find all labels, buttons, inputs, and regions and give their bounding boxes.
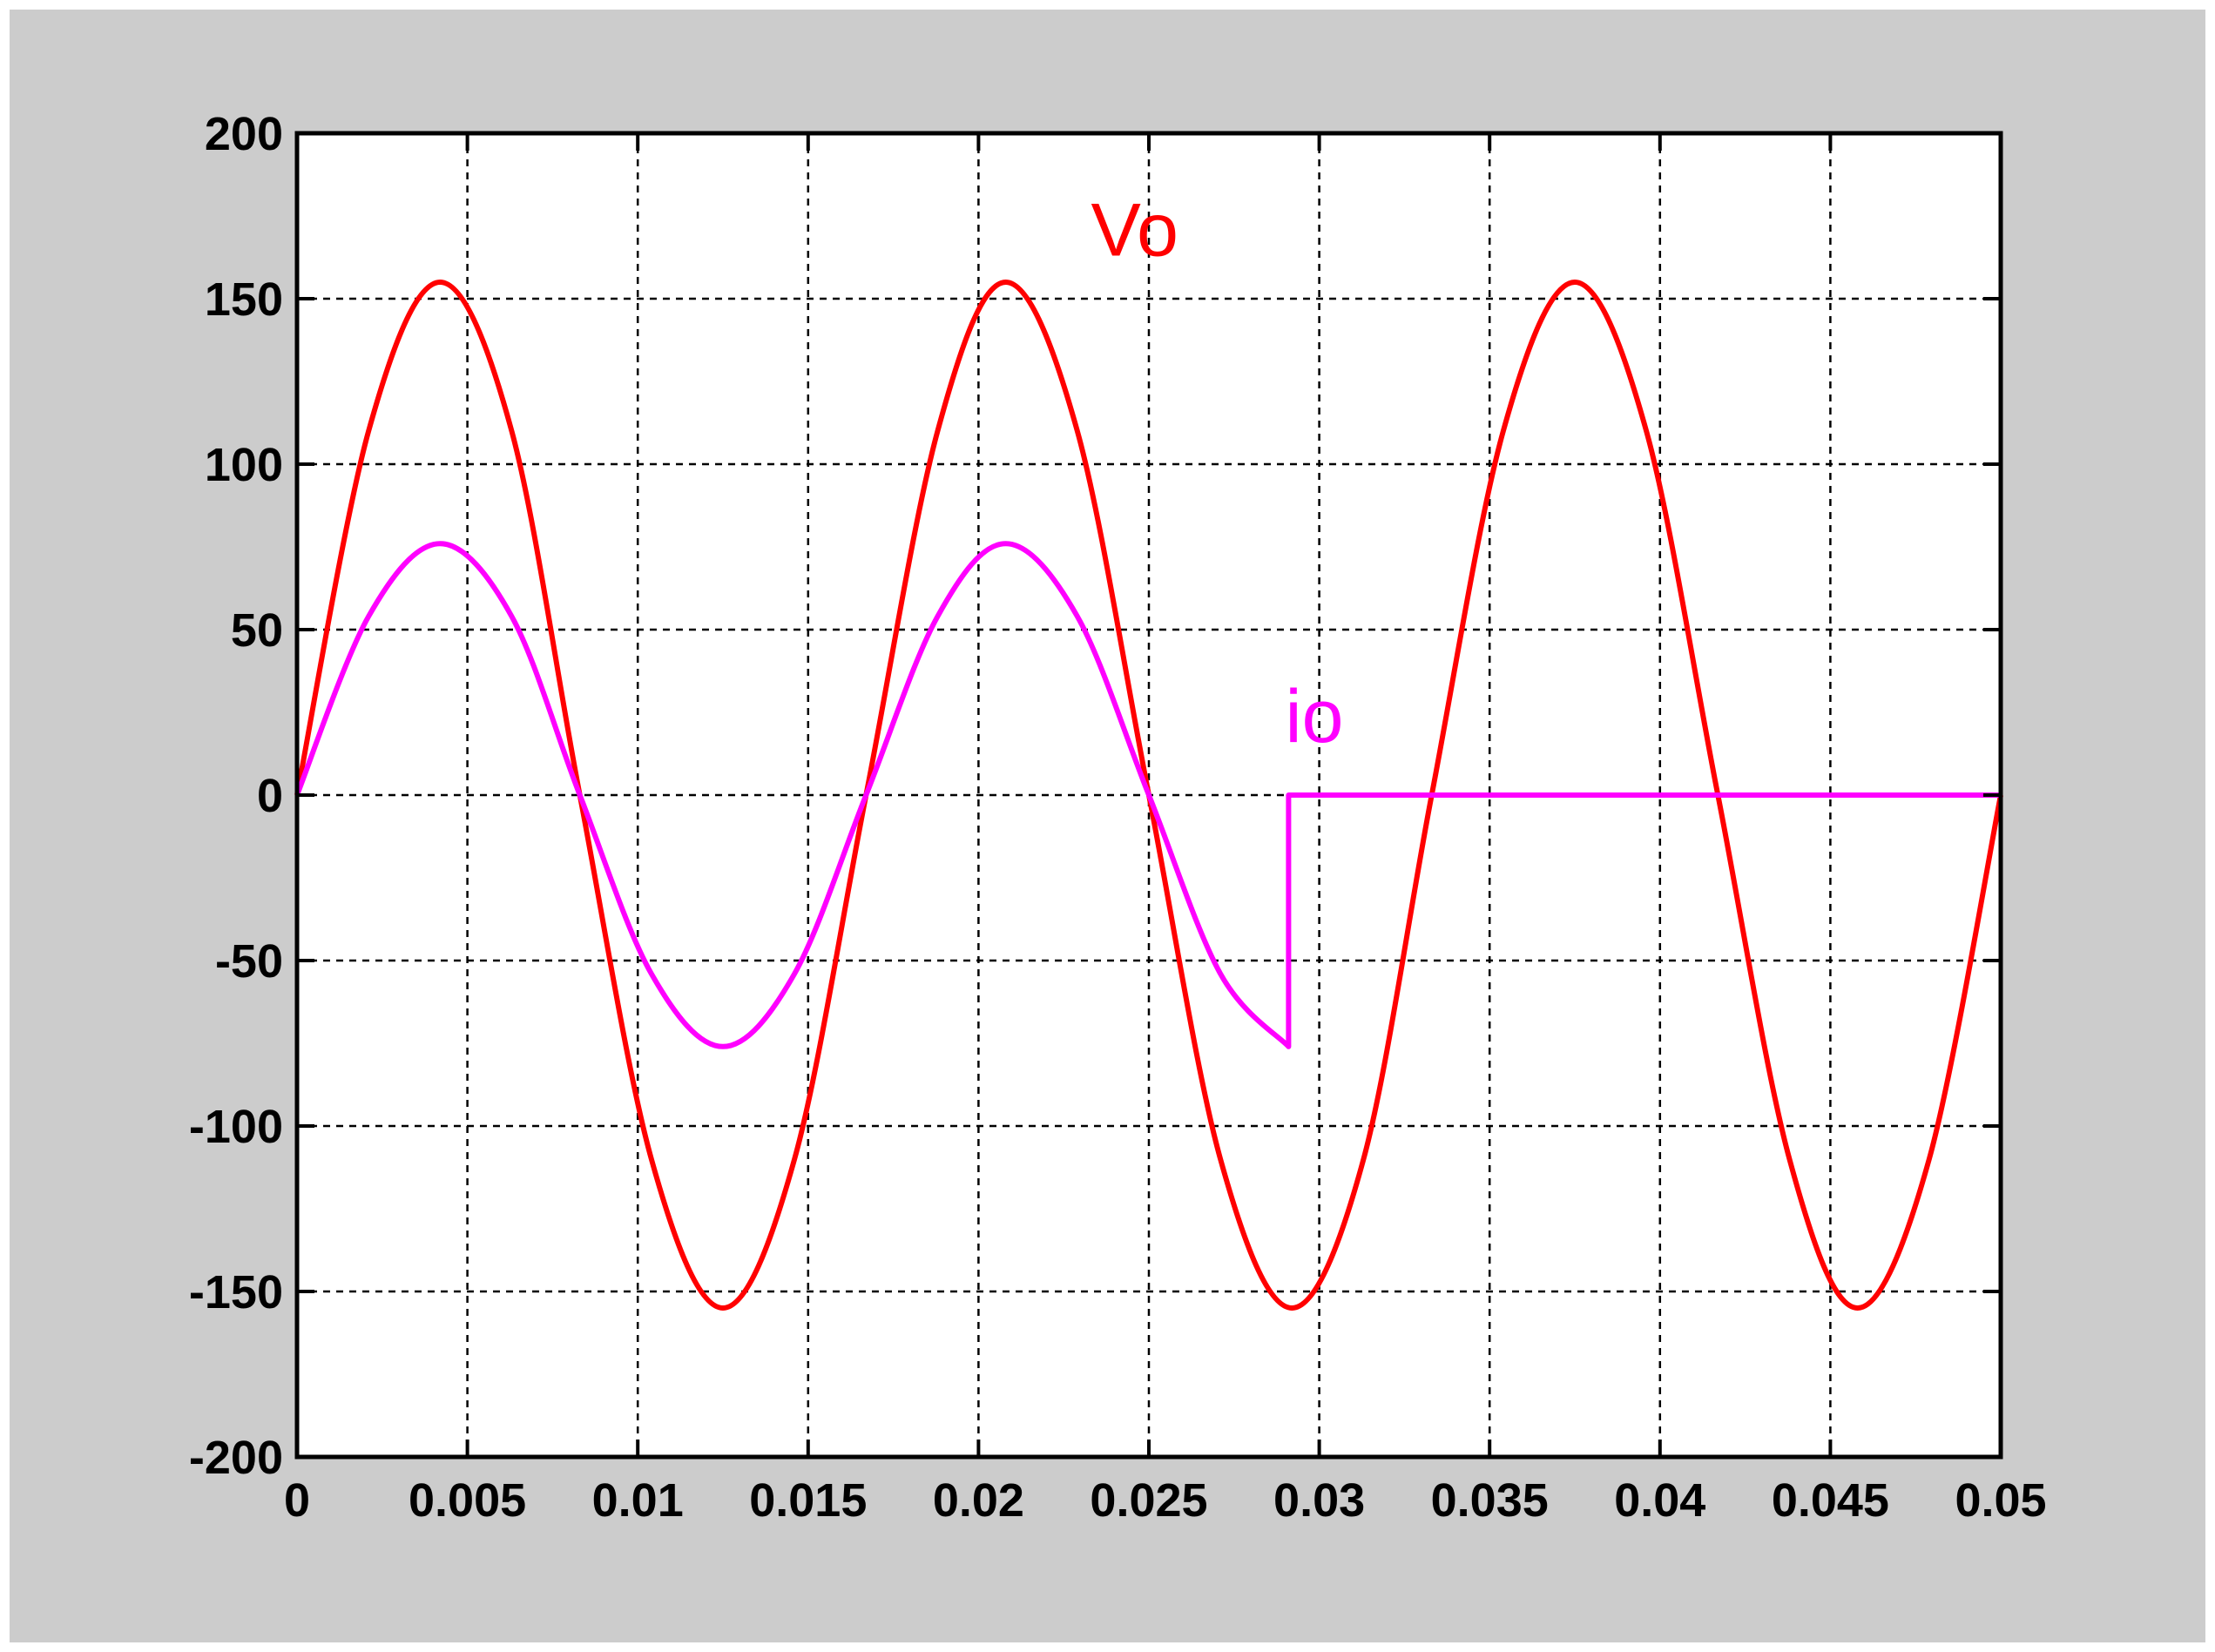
y-tick-label: 100 — [205, 439, 283, 491]
y-tick-label: 200 — [205, 108, 283, 160]
x-tick-label: 0 — [284, 1474, 310, 1527]
annotation-label-vo: Vo — [1091, 189, 1178, 273]
y-axis-tick-labels: 200 150 100 50 0 -50 -100 -150 -200 — [189, 108, 283, 1484]
x-tick-label: 0.025 — [1090, 1474, 1207, 1527]
x-tick-label: 0.005 — [409, 1474, 526, 1527]
x-tick-label: 0.02 — [933, 1474, 1024, 1527]
x-axis-tick-labels: 0 0.005 0.01 0.015 0.02 0.025 0.03 0.035 0.04 0.0… — [284, 1474, 2047, 1527]
y-tick-label: 0 — [257, 770, 283, 822]
y-tick-label: -200 — [189, 1432, 283, 1484]
y-tick-label: -150 — [189, 1266, 283, 1318]
annotation-label-io: io — [1285, 675, 1343, 759]
y-tick-label: -50 — [215, 935, 283, 988]
x-tick-label: 0.03 — [1273, 1474, 1365, 1527]
x-tick-label: 0.045 — [1772, 1474, 1889, 1527]
x-tick-label: 0.015 — [749, 1474, 867, 1527]
x-tick-label: 0.035 — [1431, 1474, 1549, 1527]
y-tick-label: 50 — [231, 604, 283, 657]
y-tick-label: 150 — [205, 273, 283, 326]
annotations: Vo io — [1091, 189, 1343, 759]
x-tick-label: 0.04 — [1614, 1474, 1705, 1527]
series-layer — [294, 280, 2003, 1311]
y-tick-label: -100 — [189, 1101, 283, 1153]
x-tick-label: 0.01 — [592, 1474, 684, 1527]
series-line-io — [294, 541, 2001, 1049]
x-tick-label: 0.05 — [1955, 1474, 2046, 1527]
axis-ticks — [295, 131, 2002, 1459]
